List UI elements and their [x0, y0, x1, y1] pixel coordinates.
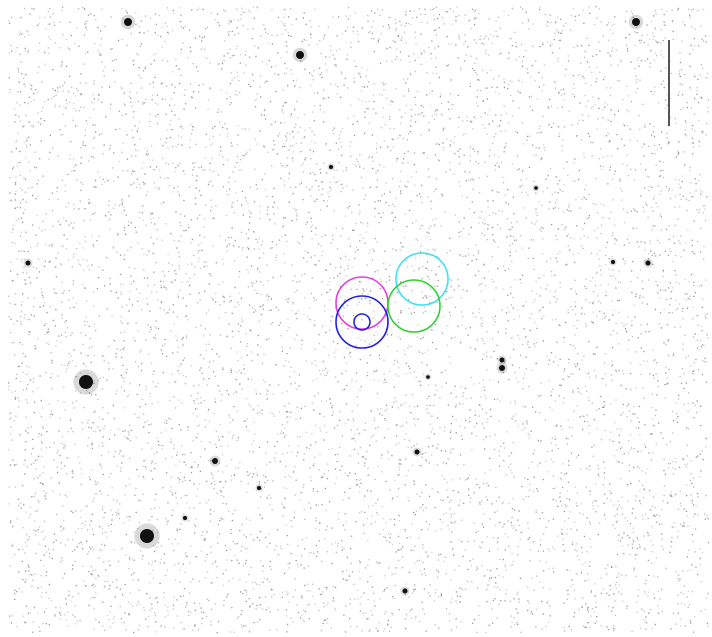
star — [212, 458, 218, 464]
star — [646, 261, 651, 266]
star — [79, 375, 93, 389]
star — [183, 516, 187, 520]
star — [140, 529, 154, 543]
star — [426, 375, 430, 379]
star — [257, 486, 261, 490]
star — [403, 589, 408, 594]
star — [499, 365, 505, 371]
star — [26, 261, 31, 266]
star — [632, 18, 640, 26]
page: (() => { const ns = 'http://www.w3.org/2… — [0, 0, 712, 637]
star — [329, 165, 333, 169]
star — [296, 51, 304, 59]
star — [534, 186, 538, 190]
star — [124, 18, 132, 26]
star — [611, 260, 615, 264]
sky-image — [0, 0, 712, 637]
star — [500, 358, 505, 363]
star — [415, 450, 420, 455]
